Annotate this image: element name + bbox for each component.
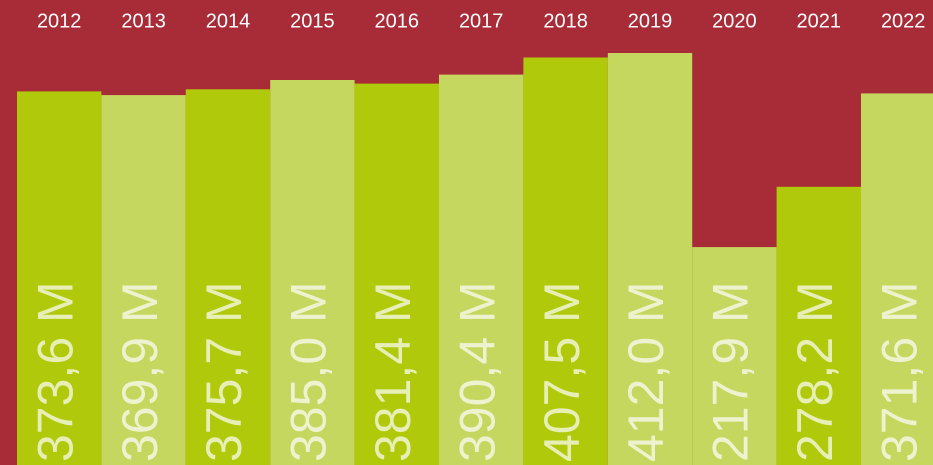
bar bbox=[692, 247, 777, 465]
value-label: 385,0 M bbox=[281, 281, 337, 462]
bar bbox=[185, 89, 271, 465]
year-label: 2020 bbox=[712, 10, 757, 32]
bar bbox=[776, 186, 861, 465]
year-label: 2016 bbox=[375, 10, 420, 32]
value-label: 375,7 M bbox=[196, 281, 252, 462]
year-label: 2019 bbox=[628, 10, 673, 32]
year-label: 2018 bbox=[543, 10, 588, 32]
year-label: 2013 bbox=[121, 10, 166, 32]
value-label: 407,5 M bbox=[534, 281, 590, 462]
bar bbox=[861, 93, 933, 465]
value-label: 381,4 M bbox=[365, 281, 421, 462]
bar bbox=[354, 83, 439, 465]
year-label: 2012 bbox=[37, 10, 82, 32]
bar bbox=[17, 91, 102, 465]
value-label: 369,9 M bbox=[112, 281, 168, 462]
value-label: 278,2 M bbox=[787, 281, 843, 462]
bar bbox=[270, 80, 355, 465]
year-label: 2017 bbox=[459, 10, 504, 32]
bar bbox=[607, 53, 693, 465]
bar bbox=[439, 74, 524, 465]
value-label: 371,6 M bbox=[871, 281, 927, 462]
year-label: 2021 bbox=[797, 10, 842, 32]
value-label: 412,0 M bbox=[618, 281, 674, 462]
value-label: 217,9 M bbox=[703, 281, 759, 462]
year-label: 2022 bbox=[881, 10, 926, 32]
bar bbox=[523, 57, 608, 465]
value-label: 390,4 M bbox=[449, 281, 505, 462]
value-label: 373,6 M bbox=[27, 281, 83, 462]
bar bbox=[101, 95, 186, 465]
year-label: 2014 bbox=[206, 10, 251, 32]
year-label: 2015 bbox=[290, 10, 335, 32]
